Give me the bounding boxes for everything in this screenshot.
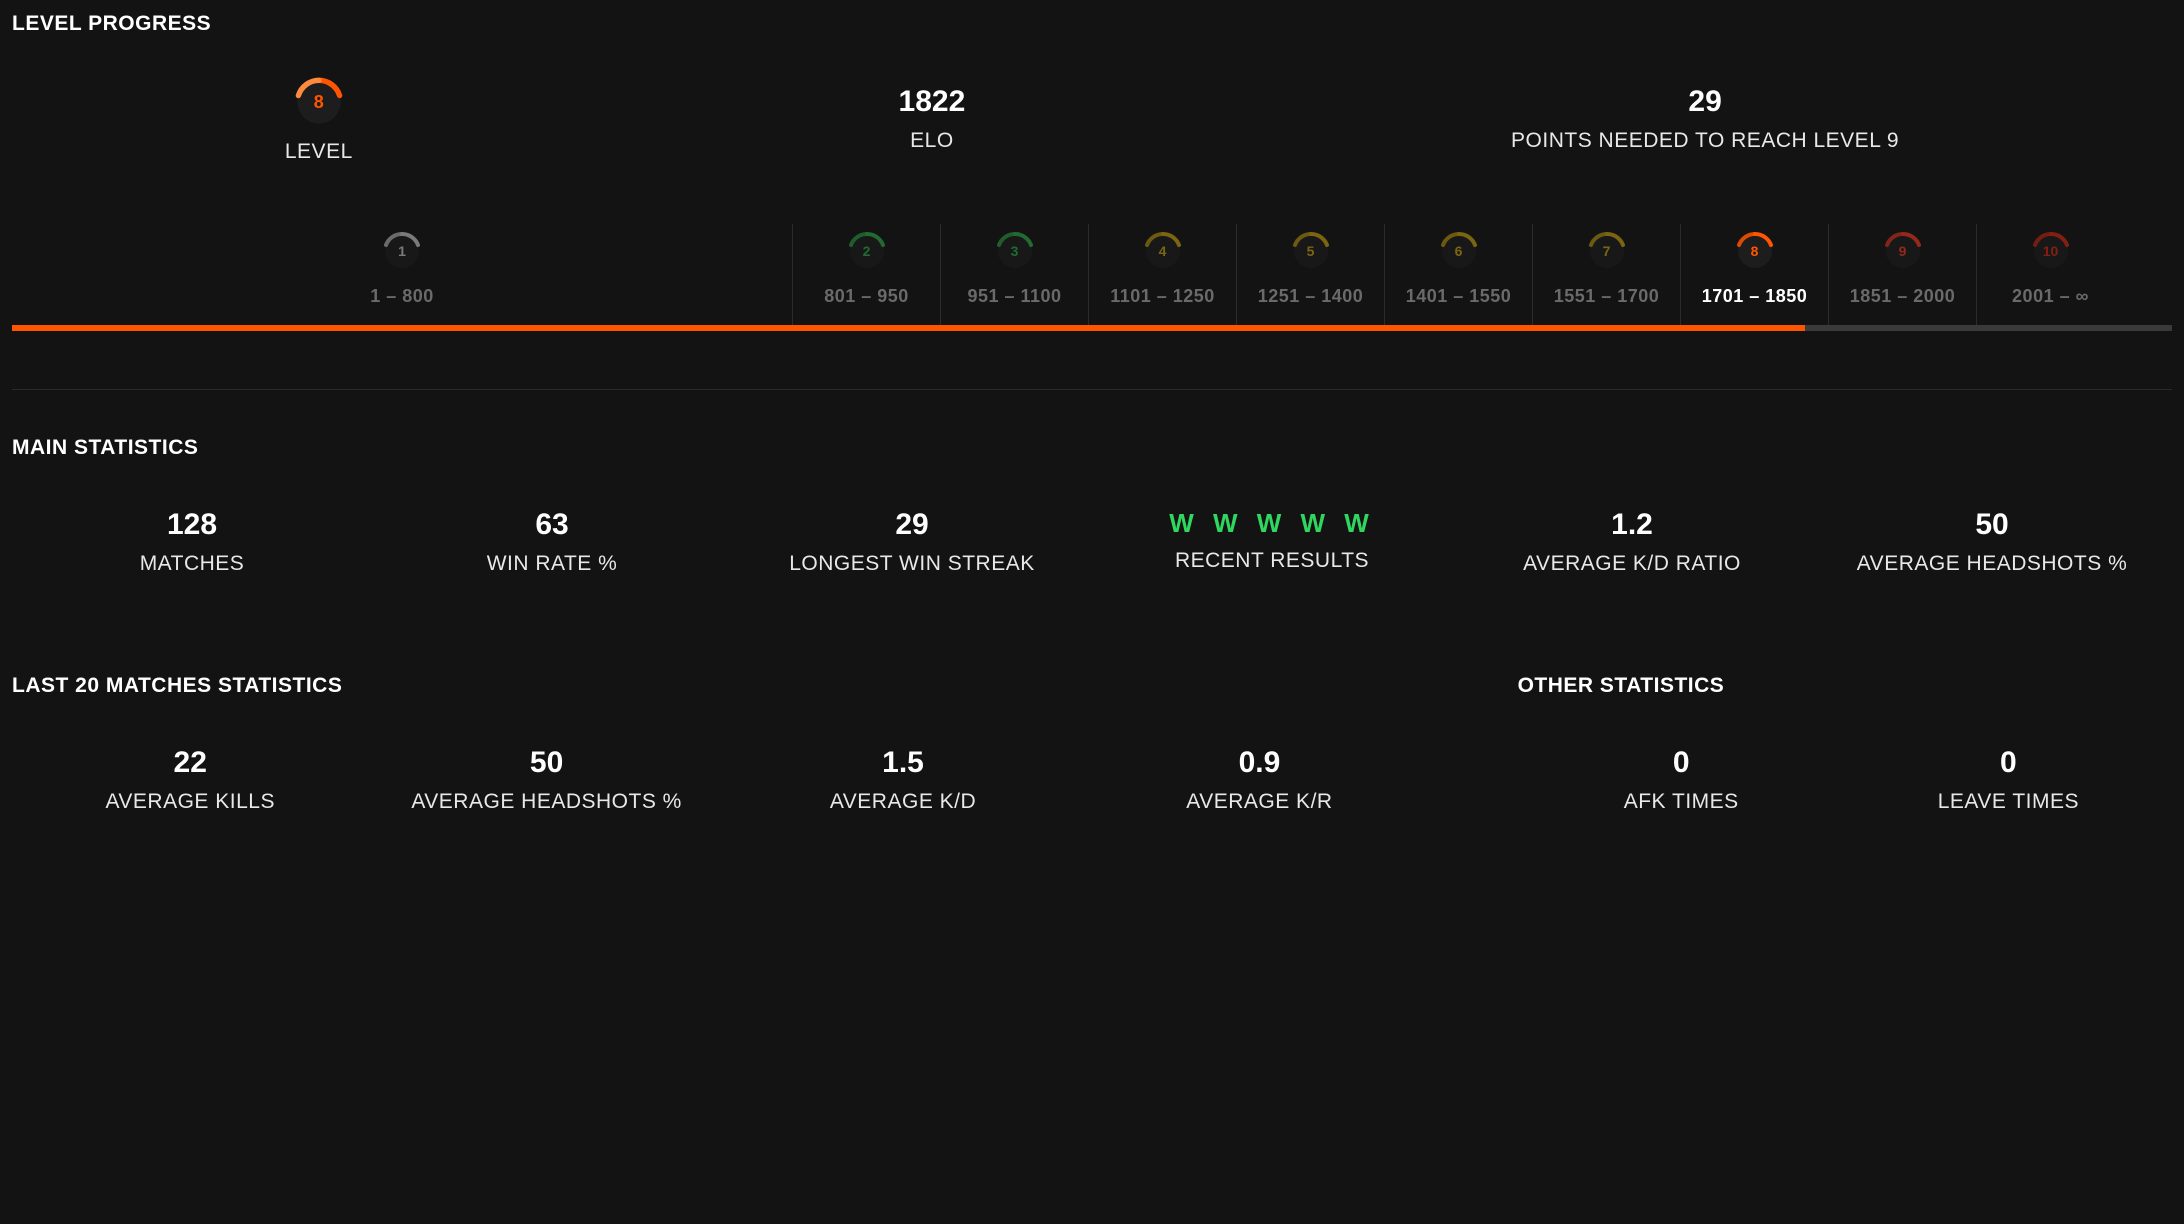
stat-label: LEAVE TIMES [1855, 788, 2162, 816]
level-tier-badge: 2 [846, 230, 888, 272]
level-tier-10: 10 2001 – ∞ [1976, 224, 2124, 325]
last20-title: LAST 20 MATCHES STATISTICS [12, 674, 1438, 698]
player-level-number: 8 [293, 76, 345, 128]
elo-label: ELO [899, 129, 966, 153]
level-tier-badge: 1 [381, 230, 423, 272]
stat-item: W W W W W RECENT RESULTS [1092, 510, 1452, 578]
stat-label: AVERAGE K/D [735, 788, 1071, 816]
other-stats-row: 0 AFK TIMES 0 LEAVE TIMES [1518, 748, 2172, 816]
level-progress-bar [12, 325, 2172, 331]
level-tier-1: 1 1 – 800 [12, 224, 792, 325]
stat-label: AVERAGE K/D RATIO [1462, 550, 1802, 578]
main-stats-title: MAIN STATISTICS [12, 436, 2172, 460]
stat-item: 1.2 AVERAGE K/D RATIO [1452, 510, 1812, 578]
stat-label: AVERAGE K/R [1091, 788, 1427, 816]
level-tier-badge: 3 [994, 230, 1036, 272]
player-level-badge: 8 [293, 76, 345, 128]
level-tier-6: 6 1401 – 1550 [1384, 224, 1532, 325]
level-progress-bar-fill [12, 325, 1805, 331]
last20-row: 22 AVERAGE KILLS 50 AVERAGE HEADSHOTS % 1.5 A… [12, 748, 1438, 816]
stat-item: 22 AVERAGE KILLS [12, 748, 368, 816]
elo-col: 1822 ELO [899, 87, 966, 153]
level-tier-7: 7 1551 – 1700 [1532, 224, 1680, 325]
points-needed-label: POINTS NEEDED TO REACH LEVEL 9 [1511, 129, 1899, 153]
stat-item: 1.5 AVERAGE K/D [725, 748, 1081, 816]
stat-label: AVERAGE KILLS [22, 788, 358, 816]
level-tier-number: 8 [1734, 230, 1776, 272]
level-tier-badge: 10 [2030, 230, 2072, 272]
elo-value: 1822 [899, 87, 966, 117]
level-tier-number: 5 [1290, 230, 1332, 272]
level-tier-badge: 7 [1586, 230, 1628, 272]
level-tier-badge: 6 [1438, 230, 1480, 272]
stat-item: 0.9 AVERAGE K/R [1081, 748, 1437, 816]
level-tier-range: 1101 – 1250 [1089, 286, 1236, 307]
level-tier-badge: 4 [1142, 230, 1184, 272]
stat-label: AVERAGE HEADSHOTS % [1822, 550, 2162, 578]
stat-value: 63 [535, 510, 568, 540]
stat-value: W W W W W [1169, 510, 1375, 536]
level-tier-number: 3 [994, 230, 1036, 272]
level-tier-range: 1851 – 2000 [1829, 286, 1976, 307]
divider [12, 389, 2172, 390]
level-tier-number: 9 [1882, 230, 1924, 272]
stat-value: 29 [895, 510, 928, 540]
level-tier-4: 4 1101 – 1250 [1088, 224, 1236, 325]
level-tier-range: 1701 – 1850 [1681, 286, 1828, 307]
stat-value: 1.2 [1611, 510, 1653, 540]
level-tier-range: 801 – 950 [793, 286, 940, 307]
stat-item: 50 AVERAGE HEADSHOTS % [1812, 510, 2172, 578]
level-tier-range: 1251 – 1400 [1237, 286, 1384, 307]
stat-item: 50 AVERAGE HEADSHOTS % [368, 748, 724, 816]
level-progress-title: LEVEL PROGRESS [12, 12, 2172, 36]
main-stats-row: 128 MATCHES 63 WIN RATE % 29 LONGEST WIN STRE… [12, 510, 2172, 578]
level-track: 1 1 – 800 2 801 – 950 3 951 – 1100 4 1101 – 125… [12, 224, 2172, 325]
level-tier-range: 1 – 800 [12, 286, 792, 307]
stat-value: 0.9 [1239, 748, 1281, 778]
stat-value: 1.5 [882, 748, 924, 778]
level-col: 8 LEVEL [285, 76, 353, 164]
stat-item: 0 LEAVE TIMES [1845, 748, 2172, 816]
stat-item: 0 AFK TIMES [1518, 748, 1845, 816]
level-tier-3: 3 951 – 1100 [940, 224, 1088, 325]
level-tier-8: 8 1701 – 1850 [1680, 224, 1828, 325]
stat-label: LONGEST WIN STREAK [742, 550, 1082, 578]
level-tier-number: 7 [1586, 230, 1628, 272]
level-tier-range: 1401 – 1550 [1385, 286, 1532, 307]
stat-item: 63 WIN RATE % [372, 510, 732, 578]
stat-label: AVERAGE HEADSHOTS % [378, 788, 714, 816]
stat-value: 22 [174, 748, 207, 778]
stat-label: AFK TIMES [1528, 788, 1835, 816]
level-tier-5: 5 1251 – 1400 [1236, 224, 1384, 325]
points-needed-value: 29 [1511, 87, 1899, 117]
level-tier-number: 6 [1438, 230, 1480, 272]
stat-label: RECENT RESULTS [1102, 547, 1442, 575]
level-tier-badge: 5 [1290, 230, 1332, 272]
stat-item: 128 MATCHES [12, 510, 372, 578]
level-tier-9: 9 1851 – 2000 [1828, 224, 1976, 325]
level-progress-summary: 8 LEVEL 1822 ELO 29 POINTS NEEDED TO REA… [12, 76, 2172, 164]
level-tier-range: 1551 – 1700 [1533, 286, 1680, 307]
stat-item: 29 LONGEST WIN STREAK [732, 510, 1092, 578]
level-tier-number: 10 [2030, 230, 2072, 272]
other-stats-title: OTHER STATISTICS [1518, 674, 2172, 698]
level-tier-number: 1 [381, 230, 423, 272]
level-tier-number: 4 [1142, 230, 1184, 272]
level-tier-badge: 9 [1882, 230, 1924, 272]
stat-label: MATCHES [22, 550, 362, 578]
level-tier-number: 2 [846, 230, 888, 272]
level-tier-2: 2 801 – 950 [792, 224, 940, 325]
points-needed-col: 29 POINTS NEEDED TO REACH LEVEL 9 [1511, 87, 1899, 153]
stat-label: WIN RATE % [382, 550, 722, 578]
level-tier-range: 2001 – ∞ [1977, 286, 2124, 307]
stat-value: 0 [1673, 748, 1690, 778]
stat-value: 128 [167, 510, 217, 540]
stat-value: 0 [2000, 748, 2017, 778]
stat-value: 50 [1975, 510, 2008, 540]
level-label: LEVEL [285, 140, 353, 164]
stat-value: 50 [530, 748, 563, 778]
level-tier-range: 951 – 1100 [941, 286, 1088, 307]
level-tier-badge: 8 [1734, 230, 1776, 272]
